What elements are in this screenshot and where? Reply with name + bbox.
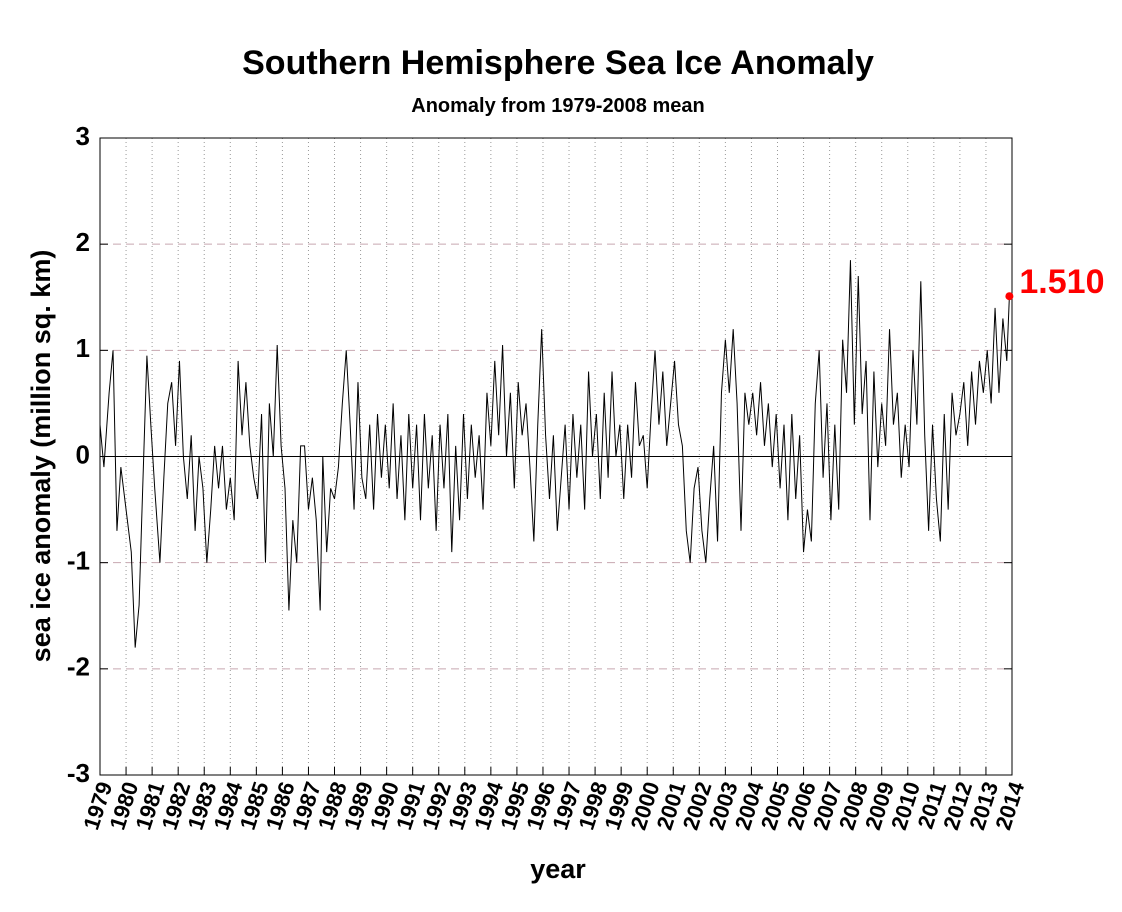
- annotation-label: 1.510: [1019, 263, 1104, 301]
- y-tick-label: 3: [76, 121, 90, 151]
- y-tick-label: -2: [67, 652, 90, 682]
- chart-title: Southern Hemisphere Sea Ice Anomaly: [242, 44, 874, 82]
- annotation-marker: [1005, 292, 1014, 301]
- data-line: [99, 260, 1010, 648]
- x-axis-label: year: [530, 854, 586, 884]
- plot-frame: [99, 137, 1013, 776]
- y-tick-label: -1: [67, 546, 90, 576]
- chart-subtitle: Anomaly from 1979-2008 mean: [411, 95, 704, 117]
- y-tick-label: -3: [67, 758, 90, 788]
- y-tick-label: 0: [76, 439, 90, 469]
- y-axis-label: sea ice anomaly (million sq. km): [26, 250, 56, 663]
- y-tick-label: 1: [76, 333, 90, 363]
- y-tick-label: 2: [76, 227, 90, 257]
